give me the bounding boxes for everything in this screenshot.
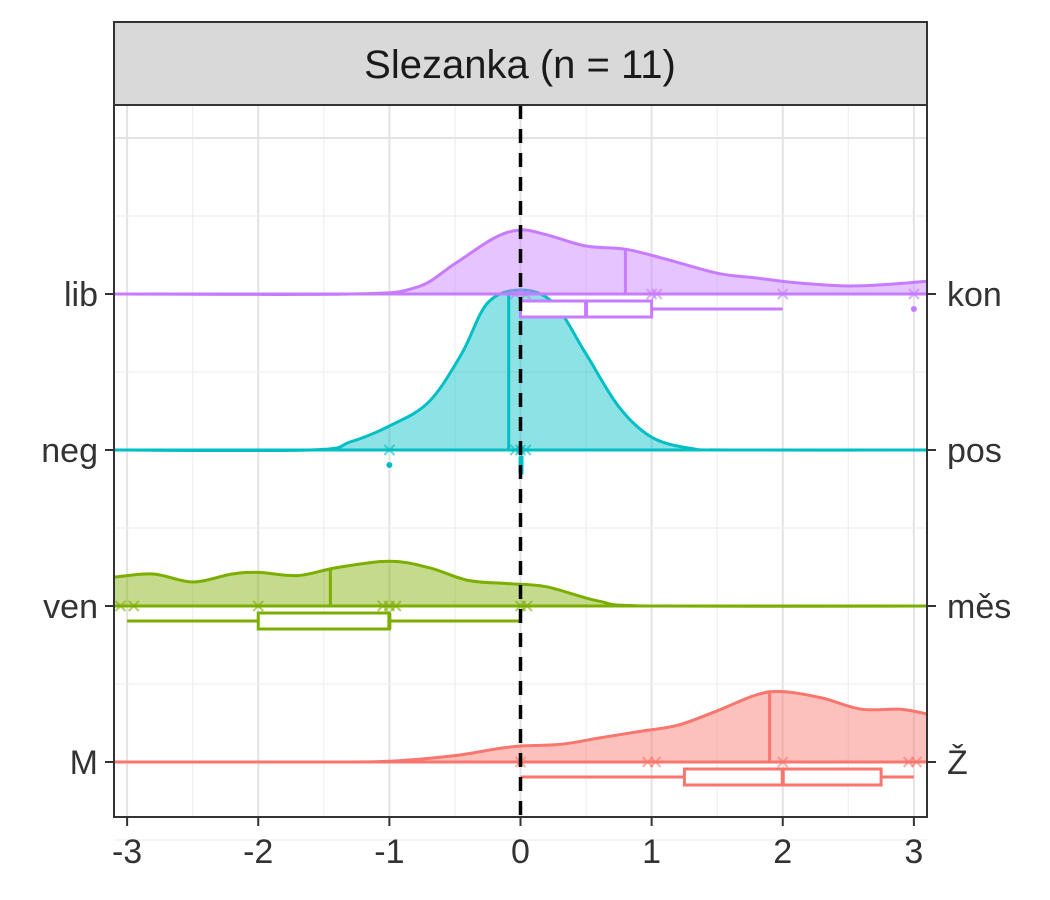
data-point-stroke bbox=[908, 288, 920, 300]
data-point-stroke bbox=[127, 600, 140, 612]
x-tick-label: 2 bbox=[773, 833, 792, 871]
data-point bbox=[390, 600, 402, 612]
data-point-stroke bbox=[509, 444, 521, 456]
data-point bbox=[114, 600, 127, 612]
data-point-stroke bbox=[521, 600, 533, 612]
panel-title: Slezanka (n = 11) bbox=[364, 43, 676, 87]
data-point bbox=[127, 600, 140, 612]
data-point bbox=[908, 288, 920, 300]
data-point-stroke bbox=[777, 288, 789, 300]
data-point bbox=[252, 600, 264, 612]
y-tick-label-left: neg bbox=[41, 432, 98, 470]
y-tick-label-left: ven bbox=[43, 588, 98, 626]
data-point-stroke bbox=[649, 756, 662, 768]
y-tick-label-left: M bbox=[70, 744, 98, 782]
data-point bbox=[777, 288, 789, 300]
data-point-stroke bbox=[252, 600, 264, 612]
data-point bbox=[520, 288, 532, 300]
box-outlier bbox=[386, 462, 393, 468]
data-point bbox=[509, 444, 521, 456]
data-point bbox=[509, 288, 521, 300]
y-tick-label-right: pos bbox=[947, 432, 1002, 470]
y-tick-label-left: lib bbox=[64, 276, 98, 314]
y-tick-label-right: kon bbox=[947, 276, 1002, 314]
x-tick-label: 3 bbox=[904, 833, 923, 871]
x-tick-label: -2 bbox=[243, 833, 273, 871]
data-point-stroke bbox=[777, 756, 789, 768]
data-point-stroke bbox=[651, 288, 663, 300]
data-point-stroke bbox=[114, 600, 127, 612]
data-point-stroke bbox=[520, 444, 532, 456]
data-point bbox=[910, 756, 923, 768]
data-point bbox=[383, 444, 396, 456]
y-tick-label-right: měs bbox=[947, 588, 1011, 626]
data-point bbox=[651, 288, 663, 300]
x-tick-label: 0 bbox=[511, 833, 530, 871]
box-outlier bbox=[910, 306, 917, 312]
density-line bbox=[113, 228, 928, 296]
x-tick-label: -3 bbox=[112, 833, 142, 871]
x-tick-label: -1 bbox=[374, 833, 404, 871]
data-point bbox=[649, 756, 662, 768]
data-point bbox=[777, 756, 789, 768]
data-point bbox=[520, 444, 532, 456]
density-line bbox=[113, 559, 928, 608]
y-tick-label-right: Ž bbox=[947, 744, 968, 782]
data-point-stroke bbox=[390, 600, 402, 612]
data-point-stroke bbox=[910, 756, 923, 768]
data-point-stroke bbox=[520, 288, 532, 300]
series-ven bbox=[113, 559, 928, 631]
data-point bbox=[645, 288, 658, 300]
box bbox=[256, 611, 391, 631]
data-point-stroke bbox=[509, 288, 521, 300]
strip-background bbox=[113, 21, 928, 106]
x-tick-label: 1 bbox=[642, 833, 661, 871]
series-M bbox=[113, 689, 928, 787]
data-point-stroke bbox=[383, 444, 396, 456]
data-point-stroke bbox=[645, 288, 658, 300]
data-point bbox=[521, 600, 533, 612]
